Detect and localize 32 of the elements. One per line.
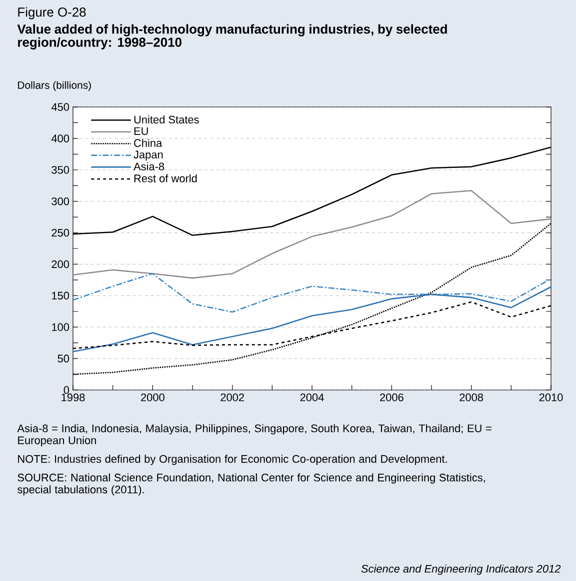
y-tick-label: 100	[52, 323, 70, 331]
x-tick-label: 2004	[300, 394, 324, 402]
y-tick-label: 0	[64, 386, 70, 394]
x-tick-label: 1998	[62, 394, 85, 402]
chart-subtitle: Value added of high-technology manufacturing industries, by selected region/country: 1998–2010	[17, 24, 447, 50]
y-tick-label: 400	[51, 134, 70, 142]
legend-label: Asia-8	[134, 162, 164, 170]
text: Asia-8 = India, Indonesia, Malaysia, Philippines, Singapore, South Korea, Taiwan, Thailand; EU = European Union	[17, 424, 492, 446]
y-axis-title: Dollars (billions)	[18, 81, 91, 91]
legend-label: Japan	[134, 150, 163, 161]
x-tick-label: 2002	[220, 394, 244, 402]
y-tick-label: 350	[52, 166, 70, 174]
legend-label: EU	[134, 127, 148, 135]
x-tick-label: 2006	[380, 394, 404, 402]
y-tick-label: 150	[52, 292, 70, 300]
x-tick-label: 2010	[539, 394, 563, 402]
y-tick-label: 450	[51, 103, 70, 111]
x-tick-label: 2000	[141, 394, 164, 402]
line-series	[73, 190, 551, 279]
legend-label: Rest of world	[134, 174, 197, 182]
text: NOTE: Industries defined by Organisation for Economic Co-operation and Development.	[18, 454, 447, 465]
y-tick-label: 50	[58, 354, 70, 362]
line-series	[73, 273, 551, 313]
x-tick-label: 2008	[460, 394, 484, 402]
y-tick-label: 250	[52, 228, 70, 237]
y-tick-label: 300	[52, 197, 70, 206]
y-tick-label: 200	[52, 260, 70, 268]
source-note: SOURCE: National Science Foundation, National Center for Science and Engineering Statistics, special tabulations (2011).	[18, 473, 485, 496]
chart-title: Figure O-28	[18, 7, 86, 20]
legend-label: China	[134, 138, 162, 147]
legend-label: United States	[134, 115, 199, 124]
text: Science and Engineering Indicators 2012	[361, 564, 561, 575]
